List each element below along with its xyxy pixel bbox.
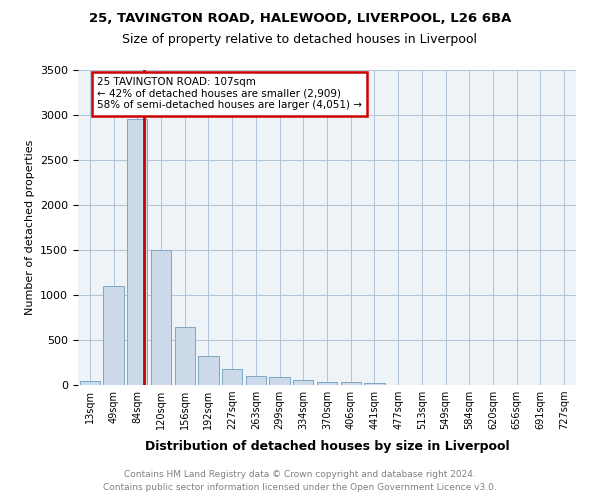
Bar: [175, 326, 195, 385]
Y-axis label: Number of detached properties: Number of detached properties: [25, 140, 35, 315]
Text: 25 TAVINGTON ROAD: 107sqm
← 42% of detached houses are smaller (2,909)
58% of se: 25 TAVINGTON ROAD: 107sqm ← 42% of detac…: [97, 77, 362, 110]
Bar: [317, 382, 337, 385]
Bar: [103, 286, 124, 385]
X-axis label: Distribution of detached houses by size in Liverpool: Distribution of detached houses by size …: [145, 440, 509, 454]
Bar: [151, 250, 171, 385]
Bar: [199, 356, 218, 385]
Text: Contains HM Land Registry data © Crown copyright and database right 2024.
Contai: Contains HM Land Registry data © Crown c…: [103, 470, 497, 492]
Bar: [80, 380, 100, 385]
Bar: [246, 376, 266, 385]
Bar: [341, 382, 361, 385]
Text: 25, TAVINGTON ROAD, HALEWOOD, LIVERPOOL, L26 6BA: 25, TAVINGTON ROAD, HALEWOOD, LIVERPOOL,…: [89, 12, 511, 26]
Bar: [364, 383, 385, 385]
Bar: [127, 120, 148, 385]
Bar: [269, 377, 290, 385]
Bar: [222, 369, 242, 385]
Bar: [293, 380, 313, 385]
Text: Size of property relative to detached houses in Liverpool: Size of property relative to detached ho…: [122, 32, 478, 46]
